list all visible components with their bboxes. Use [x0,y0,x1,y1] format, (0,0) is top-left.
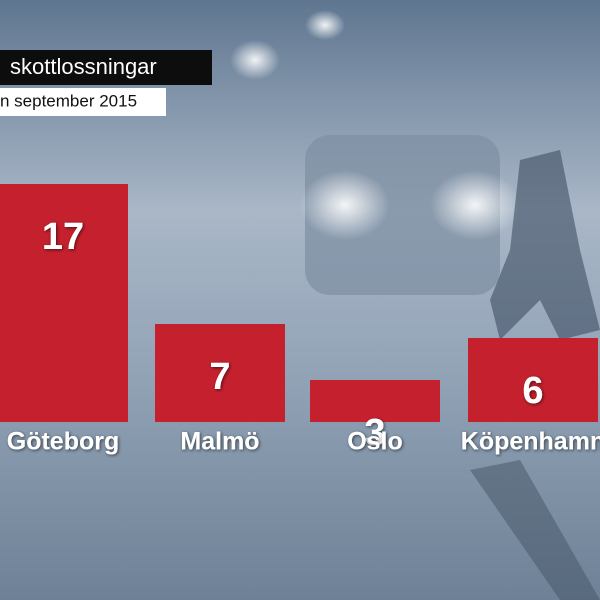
x-tick-label: Oslo [347,428,403,456]
value-label: 6 [522,370,543,412]
bar [0,184,128,422]
title-box [0,50,212,85]
chart-subtitle: n september 2015 [0,91,137,110]
x-tick-label: Malmö [180,428,259,456]
value-label: 3 [364,412,385,454]
value-label: 17 [42,216,84,258]
bar [155,324,285,422]
bar [468,338,598,422]
value-label: 7 [209,356,230,398]
x-tick-label: Göteborg [7,428,120,456]
subtitle-box [0,88,166,116]
bar [310,380,440,422]
chart-title: skottlossningar [10,54,157,79]
x-tick-label: Köpenhamn [461,428,600,456]
